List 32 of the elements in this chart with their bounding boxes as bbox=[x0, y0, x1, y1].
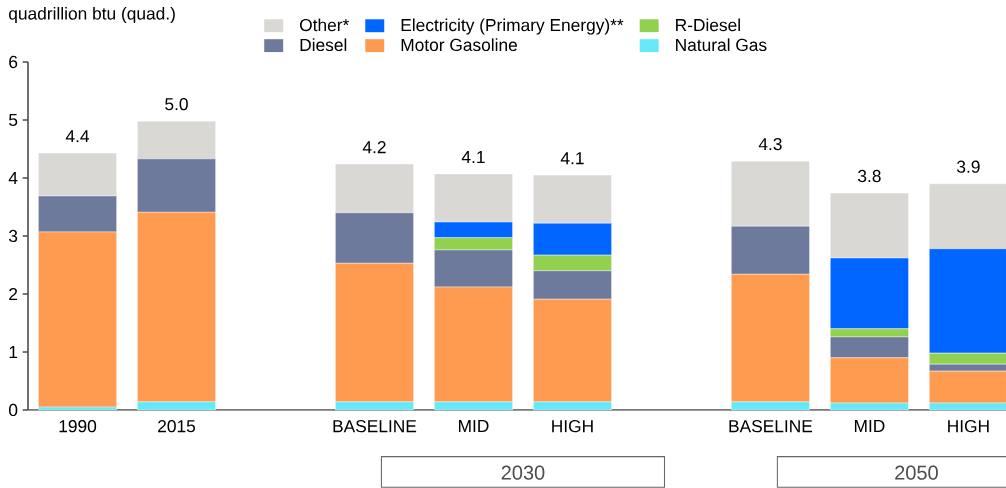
x-tick-label: BASELINE bbox=[333, 420, 417, 433]
total-label: 4.3 bbox=[758, 137, 782, 151]
total-label: 3.8 bbox=[858, 169, 881, 183]
total-label: 4.2 bbox=[362, 141, 386, 154]
y-tick-label: 1 bbox=[9, 346, 18, 358]
x-tick-label: MID bbox=[854, 420, 885, 432]
total-label: 3.9 bbox=[957, 160, 980, 173]
y-tick-label: 3 bbox=[9, 229, 18, 243]
total-label: 5.0 bbox=[165, 97, 188, 111]
x-tick-label: HIGH bbox=[948, 420, 989, 433]
legend-label: Electricity (Primary Energy)** bbox=[401, 18, 624, 35]
x-tick-label: BASELINE bbox=[729, 420, 813, 433]
text: 2050 bbox=[895, 465, 938, 480]
text: 2030 bbox=[501, 465, 545, 480]
total-label: 4.1 bbox=[461, 151, 485, 163]
total-label: 4.1 bbox=[560, 152, 584, 165]
x-tick-label: 2015 bbox=[158, 420, 196, 433]
legend-label: Motor Gasoline bbox=[401, 38, 517, 52]
y-tick-label: 2 bbox=[9, 287, 18, 301]
y-tick-label: 0 bbox=[9, 403, 18, 417]
legend-label: Other* bbox=[300, 18, 350, 32]
legend-label: R-Diesel bbox=[676, 18, 740, 32]
x-tick-label: 1990 bbox=[59, 420, 97, 433]
y-axis-title: quadrillion btu (quad.) bbox=[9, 6, 175, 24]
x-tick-label: MID bbox=[458, 420, 489, 432]
y-tick-label: 5 bbox=[9, 113, 18, 127]
x-tick-label: HIGH bbox=[552, 420, 593, 433]
legend-label: Natural Gas bbox=[676, 38, 767, 52]
y-tick-label: 4 bbox=[8, 172, 18, 184]
legend-label: Diesel bbox=[300, 38, 347, 52]
y-tick-label: 6 bbox=[9, 55, 18, 69]
total-label: 4.4 bbox=[65, 130, 90, 143]
